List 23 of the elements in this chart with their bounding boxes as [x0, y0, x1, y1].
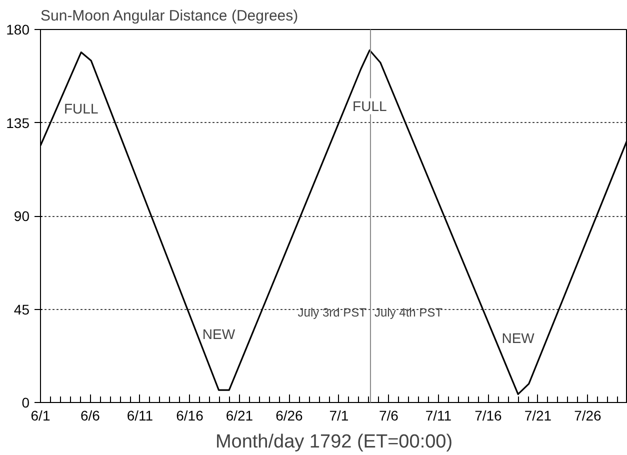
x-tick-label: 6/21 — [226, 408, 254, 424]
annotation: FULL — [352, 98, 387, 114]
x-tick-label: 6/16 — [176, 408, 204, 424]
y-tick-label: 90 — [14, 208, 30, 224]
x-tick-label: 6/1 — [30, 408, 50, 424]
x-tick-label: 7/6 — [378, 408, 399, 424]
y-axis-title: Sun-Moon Angular Distance (Degrees) — [40, 8, 298, 24]
y-tick-label: 45 — [14, 301, 30, 318]
annotation: FULL — [64, 100, 98, 116]
annotation: NEW — [202, 326, 236, 342]
x-tick-label: 7/16 — [474, 408, 502, 424]
x-tick-label: 7/1 — [329, 408, 349, 424]
x-tick-label: 6/11 — [126, 408, 154, 424]
y-tick-label: 0 — [22, 394, 30, 410]
x-tick-label: 6/26 — [276, 408, 304, 424]
y-tick-label: 180 — [6, 22, 30, 38]
x-tick-label: 7/26 — [574, 408, 602, 424]
annotation: NEW — [502, 330, 536, 346]
x-tick-label: 6/6 — [80, 408, 100, 424]
y-tick-label: 135 — [6, 114, 30, 131]
x-axis-title: Month/day 1792 (ET=00:00) — [215, 432, 453, 452]
x-tick-label: 7/21 — [524, 408, 552, 424]
x-tick-label: 7/11 — [425, 408, 452, 424]
